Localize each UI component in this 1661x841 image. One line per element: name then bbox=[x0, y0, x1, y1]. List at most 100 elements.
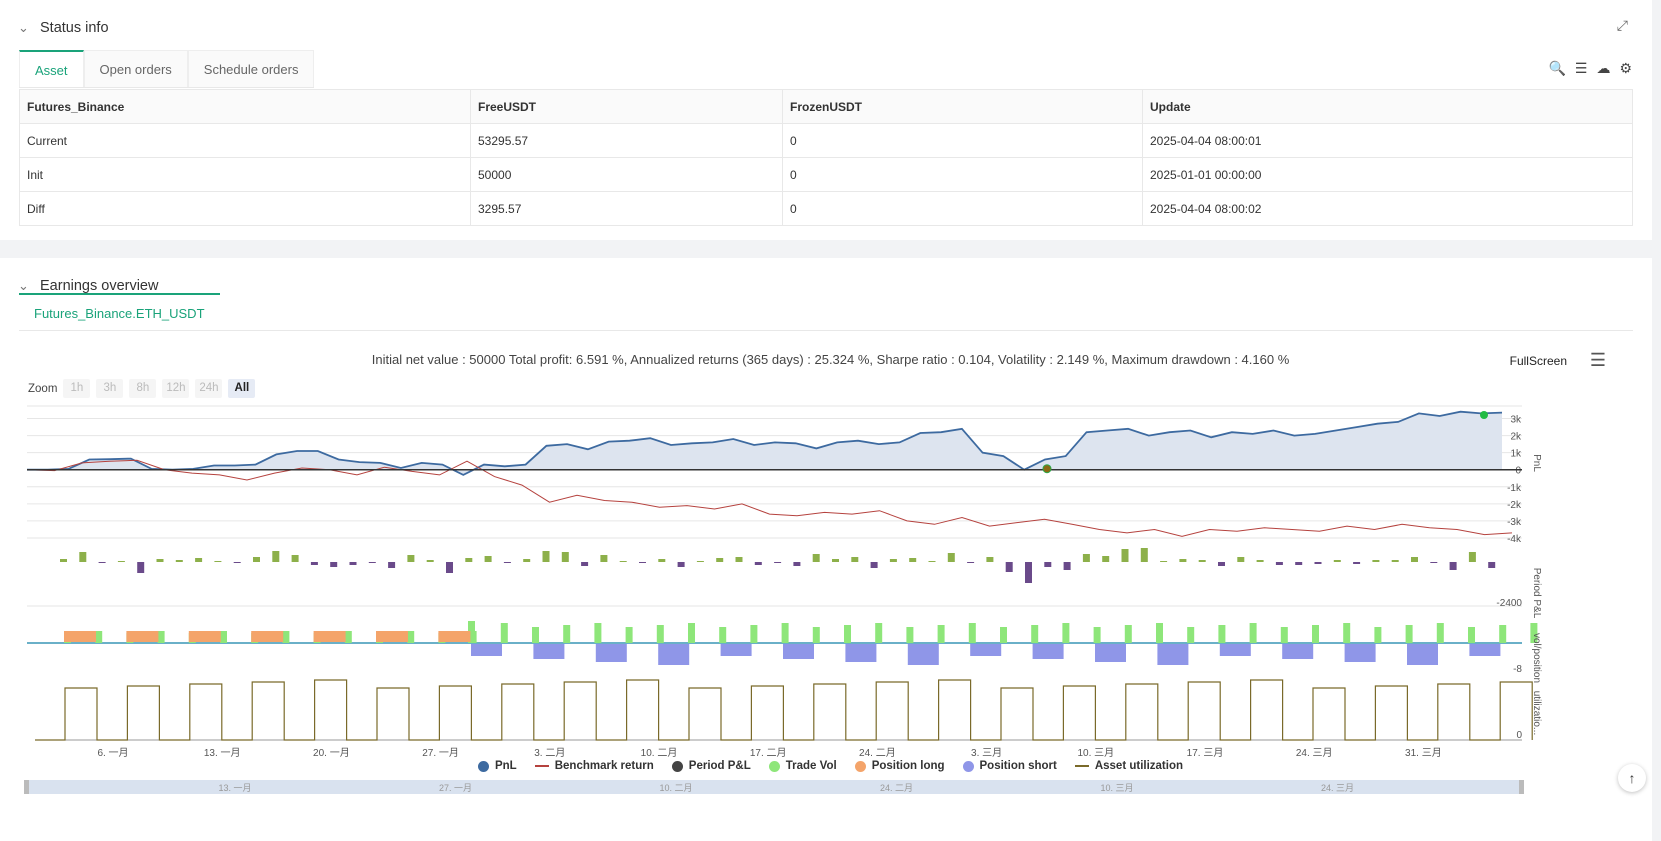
list-icon[interactable]: ☰ bbox=[1574, 60, 1588, 76]
x-tick-label: 17. 三月 bbox=[1187, 747, 1224, 759]
period-bar bbox=[1430, 562, 1438, 563]
legend-label: Position long bbox=[871, 760, 945, 772]
position-short-bar bbox=[658, 644, 690, 665]
zoom-all-button[interactable]: All bbox=[228, 379, 256, 398]
earnings-header[interactable]: ⌄ Earnings overview bbox=[18, 275, 158, 297]
table-cell: 0 bbox=[782, 123, 1143, 158]
legend-marker bbox=[671, 760, 683, 772]
trade-vol-bar bbox=[719, 627, 727, 643]
period-bar bbox=[600, 555, 608, 562]
legend-pnl[interactable]: PnL bbox=[477, 760, 517, 772]
navigator-tick-label: 10. 二月 bbox=[659, 783, 692, 793]
legend-position-long[interactable]: Position long bbox=[854, 760, 945, 772]
chevron-down-icon[interactable]: ⌄ bbox=[18, 20, 29, 35]
pnl-area bbox=[27, 411, 1502, 475]
table-cell: 3295.57 bbox=[470, 191, 783, 226]
tab-asset[interactable]: Asset bbox=[19, 50, 84, 87]
navigator-tick-label: 24. 三月 bbox=[1321, 783, 1354, 793]
trade-vol-bar bbox=[937, 625, 945, 643]
navigator-tick-label: 27. 一月 bbox=[439, 783, 472, 793]
x-tick-label: 6. 一月 bbox=[97, 747, 128, 759]
row-label-init: Init bbox=[19, 157, 471, 192]
position-long-bar bbox=[64, 631, 96, 642]
cloud-download-icon[interactable]: ☁ bbox=[1596, 60, 1611, 76]
legend-position-short[interactable]: Position short bbox=[962, 760, 1057, 772]
scroll-top-button[interactable]: ↑ bbox=[1618, 764, 1646, 792]
x-tick-label: 27. 一月 bbox=[422, 747, 459, 759]
period-bar bbox=[909, 558, 917, 562]
period-bar bbox=[542, 551, 550, 562]
period-bar bbox=[851, 557, 859, 562]
table-cell: 53295.57 bbox=[470, 123, 783, 158]
period-bar bbox=[754, 562, 762, 565]
period-bar bbox=[1198, 560, 1206, 562]
position-short-bar bbox=[471, 644, 502, 656]
period-bar bbox=[832, 559, 839, 562]
status-header[interactable]: ⌄ Status info bbox=[18, 17, 109, 39]
zoom-12h-button[interactable]: 12h bbox=[162, 379, 190, 398]
tab-eth-usdt[interactable]: Futures_Binance.ETH_USDT bbox=[19, 293, 220, 330]
y-tick-label: -2k bbox=[1507, 500, 1522, 511]
period-bar bbox=[812, 554, 820, 562]
fullscreen-button[interactable]: FullScreen bbox=[1509, 354, 1567, 368]
vol-axis-title: vol/position bbox=[1531, 633, 1542, 683]
legend-label: Asset utilization bbox=[1094, 760, 1184, 772]
period-bar bbox=[388, 562, 396, 568]
y-tick-label: -3k bbox=[1507, 517, 1522, 528]
row-label-current[interactable]: Current bbox=[19, 123, 471, 158]
period-bar bbox=[889, 559, 897, 562]
position-short-bar bbox=[1095, 644, 1126, 662]
trade-vol-bar bbox=[1530, 623, 1538, 643]
period-bar bbox=[233, 562, 241, 563]
table-cell: 50000 bbox=[470, 157, 783, 192]
zoom-24h-button[interactable]: 24h bbox=[195, 379, 223, 398]
trade-vol-bar bbox=[1280, 627, 1288, 643]
legend-label: Benchmark return bbox=[554, 760, 654, 772]
row-label-diff: Diff bbox=[19, 191, 471, 226]
period-bar bbox=[291, 555, 299, 562]
legend-marker bbox=[768, 760, 780, 772]
period-bar bbox=[195, 558, 203, 562]
tab-schedule-orders[interactable]: Schedule orders bbox=[187, 50, 315, 87]
header-cell: Futures_Binance bbox=[19, 89, 471, 124]
chevron-down-icon[interactable]: ⌄ bbox=[18, 278, 29, 293]
trade-vol-bar bbox=[344, 631, 352, 643]
trade-vol-bar bbox=[468, 621, 475, 643]
period-bar bbox=[947, 553, 955, 562]
zoom-1h-button[interactable]: 1h bbox=[63, 379, 91, 398]
zoom-8h-button[interactable]: 8h bbox=[129, 379, 157, 398]
trade-vol-bar bbox=[750, 625, 758, 643]
earnings-chart[interactable]: 3k 2k 1k 0 -1k -2k -3k -4k PnL -2400 Period P&L -8 v… bbox=[0, 258, 1652, 841]
legend-asset-utilization[interactable]: Asset utilization bbox=[1074, 760, 1184, 772]
menu-icon[interactable]: ☰ bbox=[1589, 350, 1606, 370]
gear-icon[interactable]: ⚙ bbox=[1619, 60, 1632, 76]
period-bar bbox=[60, 559, 67, 562]
legend-marker bbox=[1074, 765, 1089, 767]
position-short-bar bbox=[907, 644, 939, 665]
legend-label: Trade Vol bbox=[785, 760, 837, 772]
legend-trade-vol[interactable]: Trade Vol bbox=[768, 760, 837, 772]
zoom-bar: Zoom 1h 3h 8h 12h 24h All bbox=[28, 379, 256, 398]
period-bar bbox=[1256, 560, 1264, 562]
tab-open-orders[interactable]: Open orders bbox=[83, 50, 188, 87]
period-bar bbox=[253, 557, 260, 562]
table-row: Diff 3295.57 0 2025-04-04 08:00:02 bbox=[19, 191, 1633, 226]
period-bar bbox=[1237, 557, 1245, 562]
zoom-3h-button[interactable]: 3h bbox=[96, 379, 124, 398]
x-tick-label: 10. 三月 bbox=[1077, 747, 1114, 759]
search-icon[interactable]: 🔍 bbox=[1548, 60, 1566, 76]
y-tick-label: 0 bbox=[1515, 466, 1521, 477]
position-short-bar bbox=[970, 644, 1002, 656]
position-short-bar bbox=[595, 644, 627, 662]
legend-label: PnL bbox=[494, 760, 517, 772]
trade-vol-bar bbox=[594, 623, 602, 643]
period-bar bbox=[1333, 560, 1341, 562]
navigator-handle-right bbox=[1519, 780, 1524, 794]
trade-vol-bar bbox=[1187, 627, 1195, 643]
legend-period-pnl[interactable]: Period P&L bbox=[671, 760, 751, 772]
x-tick-label: 10. 二月 bbox=[641, 747, 678, 759]
trade-vol-bar bbox=[1031, 625, 1039, 643]
collapse-icon[interactable]: ⤢ bbox=[1616, 17, 1628, 33]
period-bar bbox=[735, 557, 743, 562]
legend-benchmark[interactable]: Benchmark return bbox=[534, 760, 654, 772]
